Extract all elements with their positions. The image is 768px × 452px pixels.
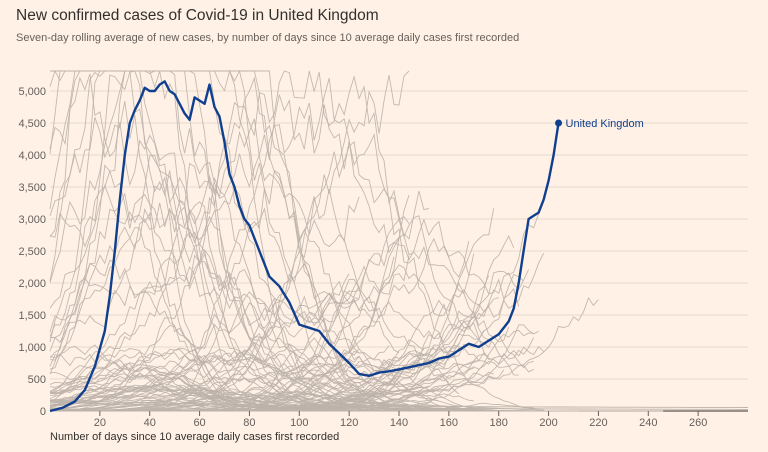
chart-subtitle: Seven-day rolling average of new cases, …	[16, 32, 520, 44]
other-countries-lines	[49, 69, 749, 412]
chart-title: New confirmed cases of Covid-19 in Unite…	[16, 7, 379, 24]
y-tick-label: 3,000	[18, 214, 46, 226]
united-kingdom-label: United Kingdom	[566, 118, 644, 130]
country-line	[49, 235, 515, 411]
y-tick-label: 1,000	[18, 342, 46, 354]
country-line	[49, 348, 355, 404]
x-axis-label: Number of days since 10 average daily ca…	[50, 431, 339, 443]
x-tick-label: 260	[689, 417, 707, 429]
country-line	[50, 386, 440, 412]
y-tick-label: 5,000	[18, 86, 46, 98]
x-tick-label: 160	[440, 417, 458, 429]
y-tick-label: 2,500	[18, 246, 46, 258]
united-kingdom-endpoint	[555, 119, 563, 127]
united-kingdom-line	[49, 80, 560, 413]
country-line	[49, 355, 450, 406]
x-tick-label: 140	[390, 417, 408, 429]
x-tick-label: 60	[193, 417, 205, 429]
x-tick-label: 220	[589, 417, 607, 429]
country-line	[49, 346, 435, 404]
country-line	[50, 253, 545, 412]
axis-ticks: 0 500 1,000 1,500 2,000 2,500 3,000 3,500 4,000 4…	[18, 86, 707, 429]
y-tick-label: 0	[40, 406, 46, 418]
country-line	[49, 343, 439, 410]
y-tick-label: 2,000	[18, 278, 46, 290]
x-tick-label: 180	[490, 417, 508, 429]
country-line	[49, 361, 464, 412]
country-line	[49, 348, 579, 412]
country-line	[49, 401, 748, 410]
y-tick-label: 4,000	[18, 150, 46, 162]
x-tick-label: 80	[243, 417, 255, 429]
y-tick-label: 500	[28, 374, 46, 386]
country-line	[49, 249, 410, 344]
x-tick-label: 240	[639, 417, 657, 429]
country-line	[49, 359, 505, 405]
country-line	[49, 155, 350, 411]
country-line	[49, 70, 475, 411]
country-line	[49, 70, 519, 394]
country-line	[49, 387, 449, 412]
x-tick-label: 120	[340, 417, 358, 429]
country-line	[49, 118, 450, 384]
country-line	[49, 69, 519, 412]
x-tick-label: 40	[144, 417, 156, 429]
country-line	[49, 73, 355, 407]
country-line	[49, 399, 749, 408]
country-line	[49, 187, 479, 410]
x-tick-label: 200	[539, 417, 557, 429]
country-line	[49, 269, 530, 408]
y-tick-label: 3,500	[18, 182, 46, 194]
country-line	[49, 369, 494, 411]
x-tick-label: 100	[290, 417, 308, 429]
country-line	[49, 169, 504, 411]
y-tick-label: 4,500	[18, 118, 46, 130]
x-tick-label: 20	[94, 417, 106, 429]
country-line	[49, 202, 599, 409]
y-tick-label: 1,500	[18, 310, 46, 322]
united-kingdom-series: United Kingdom	[49, 80, 644, 413]
